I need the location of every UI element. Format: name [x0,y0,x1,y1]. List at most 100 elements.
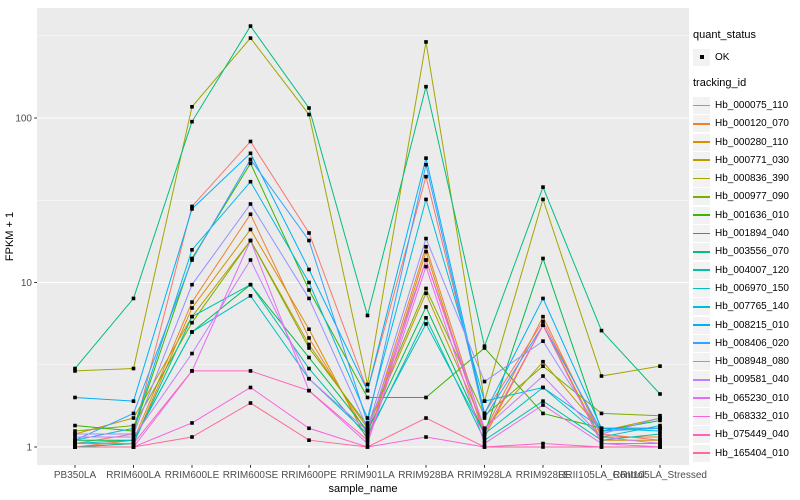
data-point [248,151,253,156]
data-point [131,435,136,439]
legend-key-line [693,397,710,400]
data-point [424,162,428,167]
data-point [131,411,136,416]
legend-title-tracking-id: tracking_id [693,77,747,90]
legend-key-line [693,433,710,436]
x-axis-title: sample_name [328,483,397,495]
data-point [248,282,253,287]
data-point [248,36,253,40]
legend-key-line [693,452,710,454]
data-point [307,388,311,393]
data-point [424,305,428,309]
data-point [541,385,545,390]
data-point [599,432,604,436]
legend-item-label: Hb_000836_390 [715,173,789,185]
data-point [482,438,487,442]
data-point [365,429,370,433]
legend-key [693,133,710,151]
x-tick-label: PB350LA [54,470,97,481]
data-point [248,369,253,373]
data-point [541,364,545,368]
legend-item-label: Hb_004007_120 [715,264,789,276]
legend-key [693,426,710,444]
data-point [541,197,545,202]
data-point [248,401,253,405]
data-point [482,445,487,449]
legend-items: Hb_000075_110 Hb_000120_070 Hb_000280_110 H… [693,96,799,462]
data-point [424,40,428,44]
legend-key-line [693,122,710,125]
data-point [424,264,428,269]
data-point [424,174,428,179]
data-point [541,314,545,319]
legend-key [693,188,710,206]
legend-item-label: Hb_000075_110 [715,99,789,111]
data-point [190,306,194,310]
data-point [482,411,487,416]
legend-item-label: Hb_001894_040 [715,228,789,240]
data-point [424,249,428,254]
data-point [248,179,253,184]
data-point [190,435,194,439]
legend-item-label: Hb_000280_110 [715,136,789,148]
data-point [307,296,311,301]
data-point [658,426,662,431]
legend-item: Hb_165404_010 [693,444,799,462]
legend-key [693,389,710,407]
data-point [190,104,194,109]
data-point [190,258,194,262]
data-point [482,429,487,433]
data-point [424,286,428,291]
data-point [248,24,253,28]
legend-item-label: Hb_000771_030 [715,154,789,166]
legend-key-line [693,305,710,308]
legend-item-label: Hb_065230_010 [715,392,789,404]
legend-item-label: Hb_008948_080 [715,356,789,368]
legend-item: Hb_007765_140 [693,298,799,316]
legend-item: Hb_000075_110 [693,96,799,114]
legend-key [693,206,710,224]
data-point [190,300,194,304]
x-tick-label: RRII105LA_Control [558,470,645,481]
data-point [307,346,311,350]
x-tick-label: RRIM600SE [223,470,279,481]
data-point [424,156,428,160]
data-point [131,366,136,371]
x-tick-label: RRIM928BA [398,470,454,481]
data-point [658,392,662,396]
legend-item: Hb_003556_070 [693,243,799,261]
data-point [307,267,311,272]
data-point [541,323,545,328]
legend-key [693,170,710,188]
data-point [541,339,545,343]
data-point [307,238,311,243]
data-point [73,423,77,428]
x-tick-label: RRIM901LA [340,470,395,481]
data-point [658,418,662,423]
legend-item-label: Hb_008406_020 [715,337,789,349]
data-point [190,421,194,425]
legend: quant_status OK tracking_id Hb_000075_11… [693,28,799,472]
data-point [190,207,194,211]
data-point [482,416,487,420]
data-point [365,432,370,436]
data-point [424,197,428,202]
data-point [424,244,428,249]
data-point [424,236,428,241]
data-point [131,429,136,433]
legend-key [693,353,710,371]
data-point [248,294,253,298]
data-point [365,395,370,400]
data-point [307,280,311,285]
legend-item-label: Hb_006970_150 [715,282,789,294]
legend-item-label: Hb_007765_140 [715,301,789,313]
data-point [482,426,487,431]
data-point [307,342,311,347]
data-point [365,382,370,387]
legend-item: Hb_000836_390 [693,169,799,188]
data-point [307,366,311,371]
legend-key-line [693,250,710,253]
data-point [73,438,77,442]
data-point [482,435,487,439]
x-tick-label: RRIM600LE [165,470,220,481]
